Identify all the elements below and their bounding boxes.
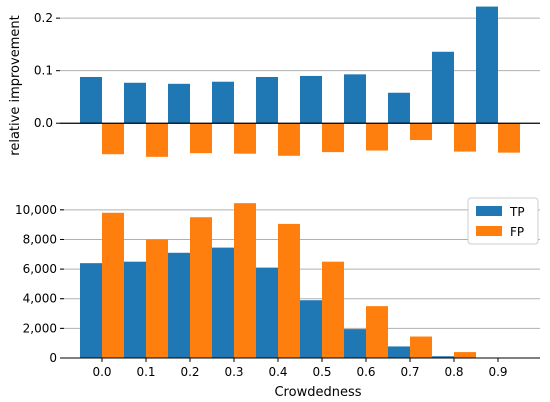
legend-box: [467, 197, 539, 245]
top-bar-fp-0.4: [278, 123, 300, 156]
relative-improvement-plot: 0.0 0.1 0.2 relative improvement: [8, 6, 540, 157]
top-bar-tp-0.7: [388, 92, 410, 124]
bottom-bar-fp-0.2: [190, 217, 212, 358]
top-bar-fp-0.8: [454, 123, 476, 152]
top-bar-fp-0.6: [366, 123, 388, 151]
bottom-ytick-label: 6,000: [23, 262, 57, 276]
x-tick-label-0.4: 0.4: [268, 365, 287, 379]
top-bar-tp-0.0: [80, 76, 102, 124]
bottom-ytick-label: 2,000: [23, 321, 57, 335]
top-bar-tp-0.6: [344, 74, 366, 124]
bottom-bar-tp-0.1: [124, 261, 146, 358]
legend-label-fp: FP: [510, 225, 524, 239]
bottom-bar-fp-0.4: [278, 223, 300, 358]
top-bar-tp-0.2: [168, 83, 190, 124]
top-bar-fp-0.0: [102, 123, 124, 155]
x-tick-label-0.3: 0.3: [224, 365, 243, 379]
top-ytick-label: 0.0: [34, 116, 53, 130]
bottom-ytick-label: 8,000: [23, 232, 57, 246]
top-bar-fp-0.2: [190, 123, 212, 154]
legend-label-tp: TP: [509, 205, 525, 219]
top-bar-fp-0.5: [322, 123, 344, 153]
top-ytick-label: 0.1: [34, 64, 53, 78]
top-bar-tp-0.3: [212, 81, 234, 124]
top-y-axis-label: relative improvement: [8, 15, 23, 155]
legend-swatch-tp: [476, 206, 502, 216]
top-bar-tp-0.1: [124, 82, 146, 124]
x-tick-label-0.6: 0.6: [356, 365, 375, 379]
bottom-bar-fp-0.0: [102, 212, 124, 358]
top-ytick-label: 0.2: [34, 11, 53, 25]
top-bar-tp-0.4: [256, 76, 278, 124]
x-tick-label-0.9: 0.9: [488, 365, 507, 379]
top-bar-tp-0.9: [476, 6, 498, 124]
top-bar-tp-0.5: [300, 75, 322, 124]
bottom-bar-fp-0.6: [366, 306, 388, 358]
x-axis-label: Crowdedness: [274, 385, 361, 400]
bottom-bar-fp-0.1: [146, 239, 168, 358]
bottom-bar-tp-0.8: [432, 356, 454, 358]
bottom-bar-fp-0.7: [410, 336, 432, 358]
top-bar-fp-0.7: [410, 123, 432, 141]
bottom-bar-tp-0.7: [388, 346, 410, 358]
bottom-ytick-label: 10,000: [15, 203, 57, 217]
bottom-bar-tp-0.5: [300, 300, 322, 358]
top-bar-fp-0.9: [498, 123, 520, 153]
bottom-ytick-label: 0: [49, 351, 57, 365]
x-tick-label-0.7: 0.7: [400, 365, 419, 379]
bottom-bar-tp-0.3: [212, 247, 234, 358]
bottom-bar-fp-0.5: [322, 261, 344, 358]
x-tick-label-0.8: 0.8: [444, 365, 463, 379]
x-tick-label-0.1: 0.1: [136, 365, 155, 379]
x-tick-label-0.5: 0.5: [312, 365, 331, 379]
top-bar-fp-0.1: [146, 123, 168, 157]
x-tick-label-0.0: 0.0: [92, 365, 111, 379]
bottom-bar-tp-0.2: [168, 252, 190, 358]
bottom-bar-tp-0.4: [256, 267, 278, 358]
bottom-bar-tp-0.0: [80, 263, 102, 358]
top-bar-tp-0.8: [432, 51, 454, 124]
bottom-bar-tp-0.6: [344, 329, 366, 358]
x-tick-label-0.2: 0.2: [180, 365, 199, 379]
bottom-bar-fp-0.8: [454, 352, 476, 358]
top-bar-fp-0.3: [234, 123, 256, 154]
bottom-ytick-label: 4,000: [23, 292, 57, 306]
count-plot: 0 2,000 4,000 6,000 8,000 10,000 0.0 0.1 0.2 0.3 0…: [15, 197, 540, 400]
bottom-bar-fp-0.3: [234, 203, 256, 358]
legend-swatch-fp: [476, 226, 502, 236]
